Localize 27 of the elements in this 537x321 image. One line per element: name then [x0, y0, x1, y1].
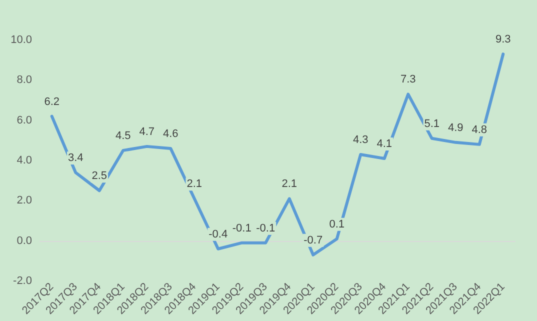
- data-label: 2.1: [282, 178, 298, 190]
- data-label: 7.3: [400, 74, 416, 86]
- y-tick-label: 6.0: [16, 114, 32, 126]
- y-tick-label: 2.0: [16, 194, 32, 207]
- data-label: 4.9: [448, 122, 464, 134]
- data-label: -0.4: [208, 228, 228, 240]
- y-tick-label: 10.0: [10, 34, 32, 46]
- data-label: 5.1: [424, 118, 440, 130]
- data-label: 2.1: [186, 178, 202, 190]
- data-label: -0.1: [232, 222, 252, 234]
- data-label: 4.7: [139, 126, 155, 138]
- data-label: -0.1: [256, 222, 276, 234]
- data-label: 2.5: [92, 170, 108, 182]
- y-tick-label: 4.0: [16, 154, 32, 166]
- data-label: 4.5: [115, 130, 131, 142]
- y-tick-label: 0.0: [16, 234, 32, 247]
- data-label: 9.3: [495, 34, 511, 46]
- data-label: 4.3: [352, 134, 368, 146]
- data-label: 3.4: [68, 152, 84, 164]
- data-label: 6.2: [44, 96, 60, 108]
- data-label: -0.7: [304, 234, 323, 246]
- data-label: 4.1: [376, 138, 392, 150]
- y-tick-label: -2.0: [13, 275, 32, 287]
- data-label: 0.1: [329, 218, 345, 230]
- y-tick-label: 8.0: [16, 74, 32, 86]
- data-label: 4.6: [162, 128, 178, 140]
- data-label: 4.8: [472, 124, 488, 136]
